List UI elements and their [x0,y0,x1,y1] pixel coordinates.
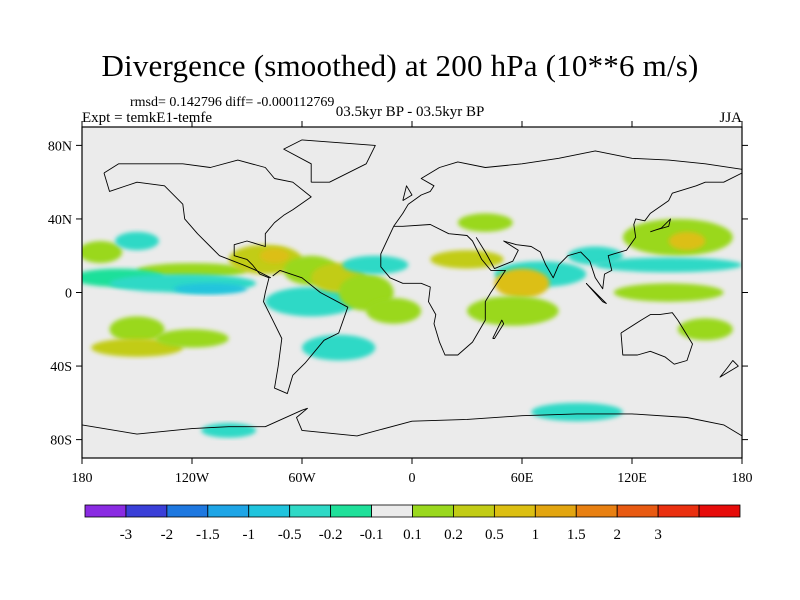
colorbar-swatch [371,504,413,518]
field-patch [137,263,247,278]
colorbar-label: -0.2 [319,527,343,543]
colorbar-swatch [575,504,618,518]
colorbar-swatch [453,504,495,518]
colorbar-swatch [125,504,168,518]
coastline [719,360,739,378]
lon-tick-label: 120E [617,471,647,486]
period-label: 03.5kyr BP - 03.5kyr BP [335,104,485,120]
colorbar-swatch [657,504,700,518]
colorbar-swatch [412,504,454,518]
colorbar-swatch [289,504,332,518]
field-layer [82,213,742,438]
lat-tick-label: 80N [48,139,72,154]
season-label: JJA [719,110,742,126]
field-patch [613,283,724,302]
field-patch [668,231,706,251]
lon-tick-label: 180 [72,471,93,486]
field-patch [201,423,257,438]
colorbar: -3 -2 -1.5 -1 -0.5 -0.2 -0.1 0.1 0.2 0.5 1 1.5 2 3 [84,504,741,543]
colorbar-swatch [698,504,741,518]
coastline [283,139,376,183]
colorbar-label: 0.5 [485,527,504,543]
lat-tick-label: 80S [50,434,72,449]
field-patch [173,283,247,295]
colorbar-label: 0.2 [444,527,463,543]
coastline [103,172,272,279]
coastline-layer [82,139,742,437]
field-patch [595,257,742,273]
colorbar-label: 2 [613,527,621,543]
field-patch [531,402,623,422]
colorbar-label: -0.5 [278,527,302,543]
field-patch [457,213,513,232]
lon-tick-label: 60E [511,471,534,486]
colorbar-label: 1 [532,527,540,543]
coastline [475,172,742,290]
colorbar-label: 0.1 [403,527,422,543]
colorbar-swatch [330,504,372,518]
field-patch [466,296,559,326]
colorbar-label: -0.1 [360,527,384,543]
lat-tick-label: 0 [65,287,72,302]
colorbar-label: 3 [654,527,662,543]
field-patch [366,298,422,324]
colorbar-label: 1.5 [567,527,586,543]
lon-tick-label: 0 [409,471,416,486]
coastline [103,159,349,395]
field-patch [91,338,183,357]
colorbar-swatch [166,504,209,518]
coastline [620,312,693,365]
lat-tick-label: 40S [50,360,72,375]
field-patch [494,268,550,299]
field-patch [265,286,357,317]
axis-ticks: 80N 40N 0 40S 80S 180 120W 60W 0 60E 120E 180 [48,121,753,486]
coastline [585,282,607,304]
lon-tick-label: 120W [175,471,210,486]
colorbar-swatch [84,504,127,518]
field-patch [155,329,229,348]
field-patch [677,318,733,341]
field-patch [115,231,159,251]
coastline [380,224,506,356]
coastline [492,319,505,339]
colorbar-swatch [248,504,291,518]
colorbar-swatch [534,504,577,518]
lat-tick-label: 40N [48,213,72,228]
colorbar-swatch [207,504,250,518]
colorbar-label: -1 [243,527,256,543]
colorbar-swatch [493,504,536,518]
coastline [82,407,742,437]
stats-text: rmsd= 0.142796 diff= -0.000112769 [130,95,335,110]
lon-tick-label: 60W [288,471,316,486]
coastline [393,150,742,227]
colorbar-label: -3 [120,527,133,543]
field-patch [109,316,165,343]
colorbar-label: -1.5 [196,527,220,543]
colorbar-swatch [616,504,659,518]
field-patch [259,248,290,264]
coastline [650,218,671,233]
plot-title: Divergence (smoothed) at 200 hPa (10**6 … [101,48,699,83]
coastline [402,185,413,201]
field-patch [82,241,123,264]
colorbar-label: -2 [161,527,174,543]
field-patch [302,334,376,361]
field-patch [342,255,409,275]
experiment-label: Expt = temkE1-temfe [82,110,213,126]
lon-tick-label: 180 [732,471,753,486]
